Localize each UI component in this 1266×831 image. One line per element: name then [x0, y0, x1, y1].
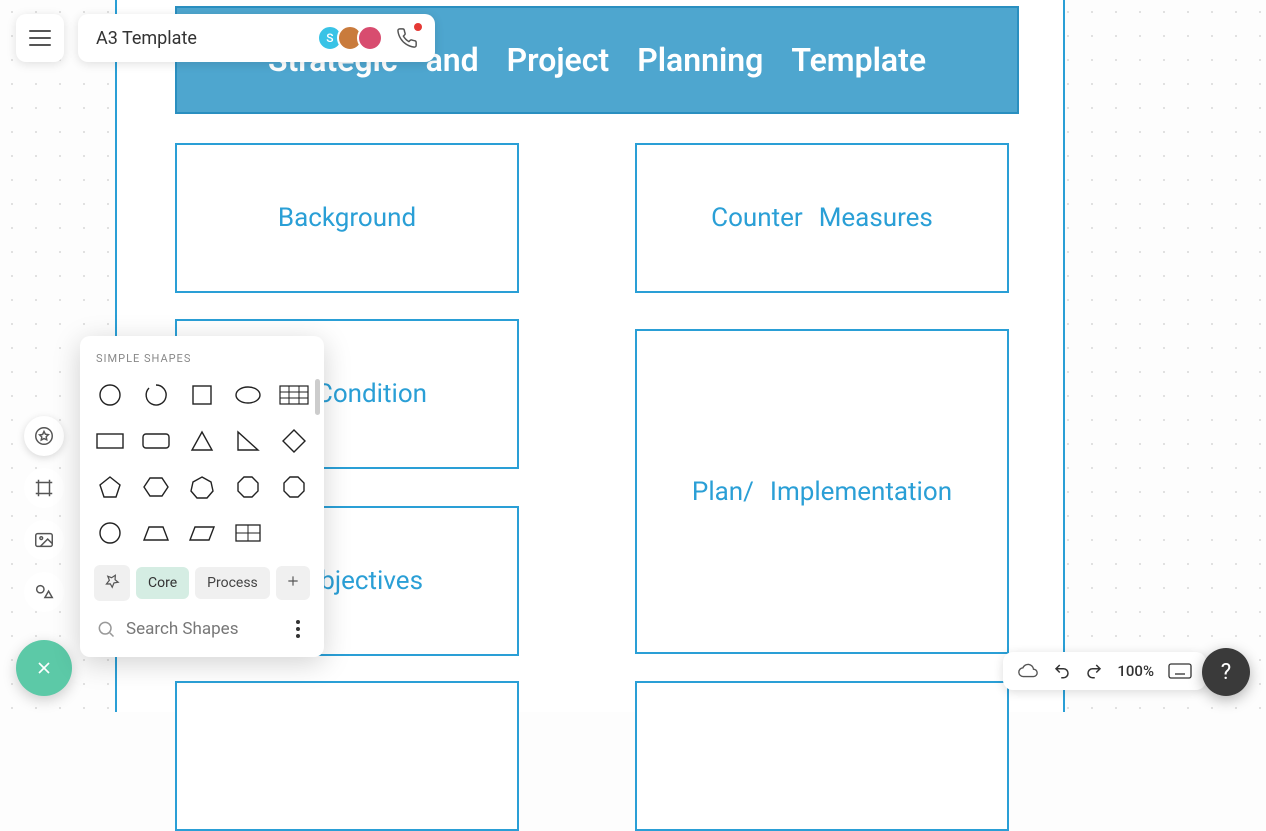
banner-word: Planning	[637, 41, 763, 79]
tab-add[interactable]	[276, 566, 310, 600]
tab-core[interactable]: Core	[136, 567, 189, 599]
help-button[interactable]: ?	[1202, 648, 1250, 696]
cell-label: Counter	[711, 203, 803, 233]
cell-bottom-right[interactable]	[635, 681, 1009, 831]
shapes-panel-heading: SIMPLE SHAPES	[96, 352, 310, 365]
phone-icon	[396, 27, 418, 49]
cell-label: Condition	[316, 379, 427, 409]
keyboard-button[interactable]	[1168, 662, 1192, 680]
call-button[interactable]	[393, 24, 421, 52]
shape-parallelogram[interactable]	[186, 517, 218, 549]
collaborator-avatars[interactable]: S	[317, 25, 383, 51]
plus-icon	[286, 574, 300, 588]
tool-rail	[24, 416, 64, 612]
undo-button[interactable]	[1053, 662, 1071, 680]
shapes-more-menu[interactable]	[286, 620, 310, 638]
shapes-tool-button[interactable]	[24, 416, 64, 456]
shape-octagon-2[interactable]	[278, 471, 310, 503]
sync-status[interactable]	[1017, 660, 1039, 682]
cell-background[interactable]: Background	[175, 143, 519, 293]
shape-octagon[interactable]	[232, 471, 264, 503]
title-right-cluster: S	[317, 24, 421, 52]
shape-triangle[interactable]	[186, 425, 218, 457]
call-status-dot	[414, 23, 422, 31]
frame-icon	[33, 477, 55, 499]
shapes-icon	[33, 581, 55, 603]
image-icon	[33, 529, 55, 551]
pin-tab[interactable]	[94, 565, 130, 601]
document-title: A3 Template	[96, 28, 197, 49]
redo-icon	[1085, 662, 1103, 680]
image-tool-button[interactable]	[24, 520, 64, 560]
shapes-scrollbar[interactable]	[315, 379, 320, 415]
close-fab-button[interactable]	[16, 640, 72, 696]
question-icon: ?	[1221, 660, 1231, 685]
cell-label: Background	[278, 203, 416, 233]
shape-trapezoid[interactable]	[140, 517, 172, 549]
shape-circle[interactable]	[94, 379, 126, 411]
shape-ellipse[interactable]	[232, 379, 264, 411]
search-icon	[96, 619, 116, 639]
cell-label: Implementation	[770, 477, 952, 507]
banner-word: Template	[791, 41, 926, 79]
shapes-grid	[94, 379, 310, 549]
shape-search-input[interactable]: Search Shapes	[94, 615, 278, 643]
status-bar: 100%	[1003, 652, 1206, 690]
zoom-level[interactable]: 100%	[1117, 662, 1154, 680]
redo-button[interactable]	[1085, 662, 1103, 680]
shape-search-row: Search Shapes	[94, 615, 310, 643]
tab-process[interactable]: Process	[195, 567, 270, 599]
cell-label: Measures	[819, 203, 933, 233]
cell-label: Plan/	[692, 477, 754, 507]
frame-tool-button[interactable]	[24, 468, 64, 508]
shape-arc[interactable]	[140, 379, 172, 411]
shape-pentagon[interactable]	[94, 471, 126, 503]
cell-counter-measures[interactable]: Counter Measures	[635, 143, 1009, 293]
shape-heptagon[interactable]	[186, 471, 218, 503]
shape-square[interactable]	[186, 379, 218, 411]
cell-bottom-left[interactable]	[175, 681, 519, 831]
shape-decagon[interactable]	[94, 517, 126, 549]
close-icon	[34, 658, 54, 678]
draw-tool-button[interactable]	[24, 572, 64, 612]
keyboard-icon	[1168, 662, 1192, 680]
undo-icon	[1053, 662, 1071, 680]
shape-library-tabs: Core Process	[94, 565, 310, 601]
shape-grid2x2[interactable]	[232, 517, 264, 549]
cell-plan-implementation[interactable]: Plan/ Implementation	[635, 329, 1009, 654]
shape-diamond[interactable]	[278, 425, 310, 457]
shape-hexagon[interactable]	[140, 471, 172, 503]
star-circle-icon	[33, 425, 55, 447]
avatar[interactable]	[357, 25, 383, 51]
cloud-icon	[1017, 660, 1039, 682]
shape-rounded-rect[interactable]	[140, 425, 172, 457]
document-title-pill[interactable]: A3 Template S	[78, 14, 435, 62]
menu-button[interactable]	[16, 14, 64, 62]
hamburger-icon	[29, 30, 51, 46]
shapes-panel: SIMPLE SHAPES Core Process	[80, 336, 324, 657]
banner-word: Project	[507, 41, 610, 79]
search-placeholder: Search Shapes	[126, 619, 238, 639]
pin-icon	[104, 573, 120, 589]
shape-table[interactable]	[278, 379, 310, 411]
shape-empty	[278, 517, 310, 549]
shape-rect[interactable]	[94, 425, 126, 457]
shape-right-triangle[interactable]	[232, 425, 264, 457]
